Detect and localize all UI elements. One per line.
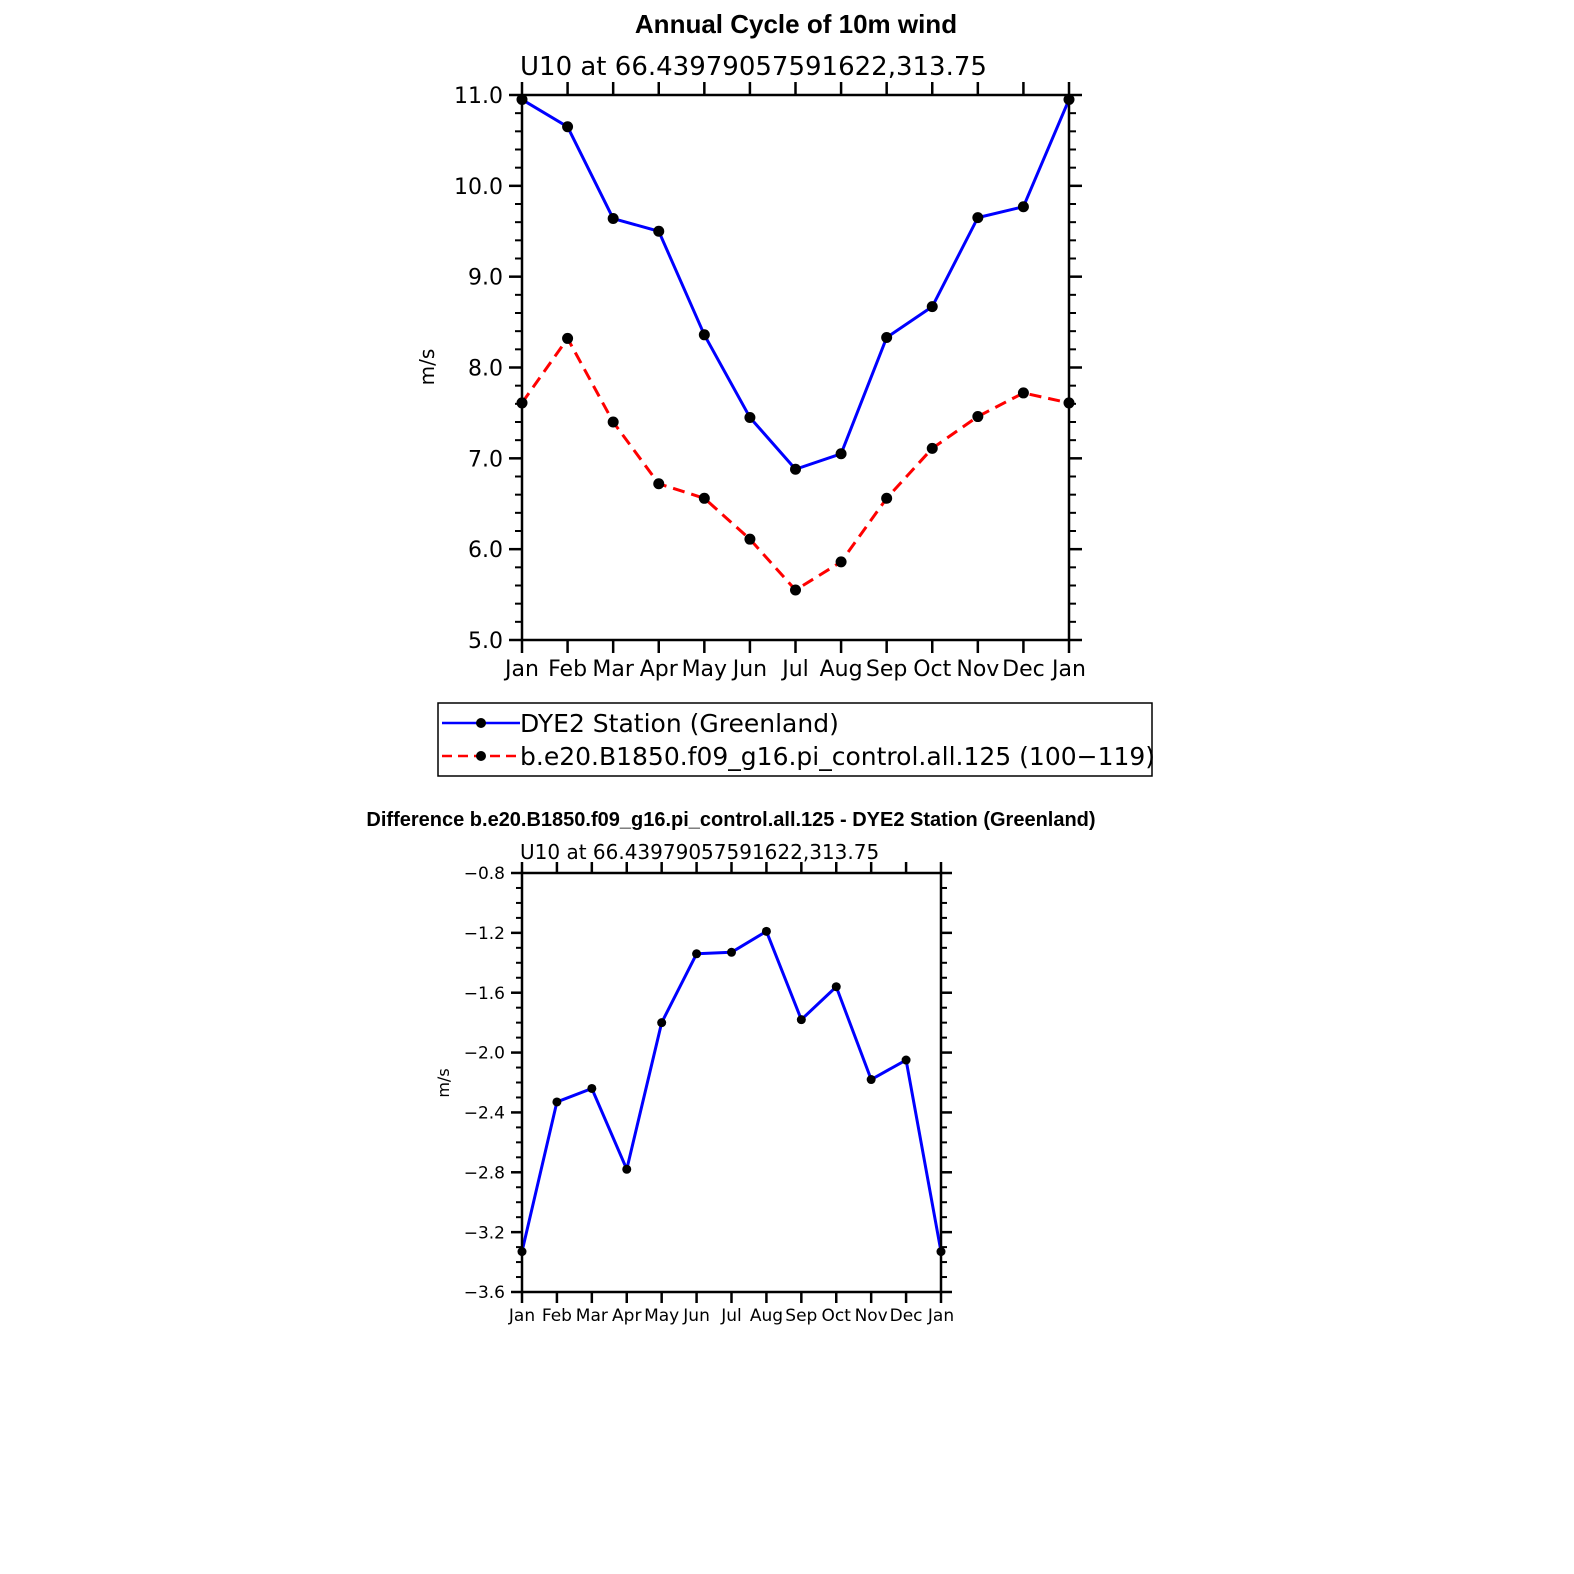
chart1-ytick-label: 8.0 bbox=[468, 356, 503, 381]
chart1-xtick-label: Mar bbox=[592, 657, 634, 682]
chart1-series-0-point bbox=[653, 225, 665, 237]
chart2-subtitle: U10 at 66.43979057591622,313.75 bbox=[520, 840, 879, 864]
chart1-series-1-point bbox=[607, 416, 619, 428]
chart1-series-0-point bbox=[972, 212, 984, 224]
chart2-series-0-point bbox=[727, 947, 736, 957]
annual-cycle-chart: Annual Cycle of 10m wind U10 at 66.43979… bbox=[415, 9, 1155, 777]
chart1-series-0-point bbox=[790, 463, 801, 475]
legend-marker-dye2 bbox=[476, 718, 486, 728]
chart2-series bbox=[517, 926, 946, 1257]
chart1-xtick-label: Jan bbox=[1050, 657, 1086, 682]
legend-box bbox=[437, 702, 1153, 777]
chart2-series-0-point bbox=[831, 982, 841, 992]
chart2-ytick-label: −2.0 bbox=[464, 1044, 505, 1064]
chart1-xtick-label: Oct bbox=[913, 657, 951, 682]
chart1-xtick-label: Jun bbox=[731, 657, 767, 682]
chart1-xtick-label: Apr bbox=[640, 657, 679, 682]
chart1-ytick-label: 11.0 bbox=[454, 84, 503, 109]
chart2-ytick-label: −2.4 bbox=[464, 1104, 505, 1124]
chart2-ytick-label: −3.6 bbox=[464, 1283, 505, 1303]
chart2-xtick-label: Aug bbox=[750, 1306, 783, 1326]
chart1-ytick-label: 9.0 bbox=[468, 266, 503, 291]
chart1-xtick-label: Nov bbox=[956, 657, 999, 682]
chart1-series-1-point bbox=[653, 478, 665, 490]
chart2-title: Difference b.e20.B1850.f09_g16.pi_contro… bbox=[366, 809, 1095, 831]
chart2-xtick-label: Jan bbox=[508, 1306, 535, 1326]
legend-marker-model bbox=[476, 751, 486, 761]
chart2-series-line-0 bbox=[520, 929, 943, 1252]
chart1-series-1-point bbox=[698, 492, 710, 504]
chart1-series-line-0 bbox=[521, 98, 1071, 471]
chart2-xtick-label: Apr bbox=[612, 1306, 641, 1326]
chart2-series-0-point bbox=[761, 926, 771, 936]
chart1-subtitle: U10 at 66.43979057591622,313.75 bbox=[520, 52, 987, 82]
chart1-series-0-point bbox=[607, 213, 619, 225]
difference-chart: Difference b.e20.B1850.f09_g16.pi_contro… bbox=[366, 809, 1095, 1326]
chart2-ylabel: m/s bbox=[434, 1068, 453, 1097]
chart1-series-1-point bbox=[972, 411, 984, 423]
chart1-series-1-point bbox=[562, 332, 574, 344]
legend-label-model: b.e20.B1850.f09_g16.pi_control.all.125 (… bbox=[520, 742, 1155, 771]
chart1-xtick-label: Jul bbox=[780, 657, 809, 682]
chart2-ytick-label: −3.2 bbox=[464, 1223, 505, 1243]
chart1-ytick-label: 6.0 bbox=[468, 538, 503, 563]
chart1-xtick-label: Sep bbox=[866, 657, 907, 682]
chart1-series-1-point bbox=[835, 556, 847, 568]
chart2-ytick-label: −1.6 bbox=[464, 984, 505, 1004]
chart2-series-0-point bbox=[552, 1097, 562, 1107]
chart2-series-0-point bbox=[657, 1018, 667, 1028]
chart2-series-0-point bbox=[866, 1075, 876, 1085]
chart2-xtick-label: Feb bbox=[542, 1306, 572, 1326]
chart1-series-0-point bbox=[835, 448, 847, 460]
chart1-series bbox=[516, 94, 1075, 596]
chart1-xtick-label: Aug bbox=[820, 657, 863, 682]
chart1-xtick-label: Feb bbox=[548, 657, 587, 682]
chart2-xtick-label: May bbox=[644, 1306, 679, 1326]
chart1-series-0-point bbox=[1017, 201, 1029, 213]
chart1-xtick-label: Dec bbox=[1002, 657, 1045, 682]
chart1-series-0-point bbox=[698, 329, 710, 341]
chart1-series-1-point bbox=[881, 492, 893, 504]
chart2-ytick-label: −1.2 bbox=[464, 924, 505, 944]
chart1-series-0-point bbox=[881, 332, 893, 344]
chart2-xtick-label: Oct bbox=[822, 1306, 852, 1326]
chart1-title: Annual Cycle of 10m wind bbox=[635, 9, 957, 39]
legend-label-dye2: DYE2 Station (Greenland) bbox=[520, 709, 839, 738]
chart1-ytick-label: 5.0 bbox=[468, 629, 503, 654]
chart2-xtick-label: Jul bbox=[720, 1306, 742, 1326]
chart2-ytick-label: −2.8 bbox=[464, 1163, 505, 1183]
chart2-series-0-point bbox=[587, 1083, 597, 1093]
chart1-series-1-point bbox=[926, 442, 938, 454]
chart1-series-0-point bbox=[562, 121, 574, 133]
chart2-xtick-label: Sep bbox=[785, 1306, 817, 1326]
chart1-legend: DYE2 Station (Greenland) b.e20.B1850.f09… bbox=[437, 702, 1155, 777]
chart2-series-0-point bbox=[901, 1055, 911, 1065]
chart1-series-0-point bbox=[744, 411, 756, 423]
chart2-xtick-label: Dec bbox=[890, 1306, 923, 1326]
chart2-xtick-label: Jan bbox=[927, 1306, 954, 1326]
chart1-xtick-label: Jan bbox=[503, 657, 539, 682]
chart1-xtick-label: May bbox=[682, 657, 727, 682]
chart2-xtick-label: Jun bbox=[682, 1306, 710, 1326]
chart1-ytick-label: 7.0 bbox=[468, 447, 503, 472]
chart2-ytick-label: −0.8 bbox=[464, 864, 505, 884]
chart2-series-0-point bbox=[796, 1015, 806, 1025]
chart1-series-1-point bbox=[790, 584, 801, 596]
chart2-xtick-label: Mar bbox=[576, 1306, 608, 1326]
chart2-series-0-point bbox=[692, 949, 702, 959]
chart2-series-0-point bbox=[622, 1164, 632, 1174]
chart2-xtick-label: Nov bbox=[855, 1306, 888, 1326]
chart2-plot-frame bbox=[520, 871, 943, 1294]
chart1-ytick-label: 10.0 bbox=[454, 175, 503, 200]
chart1-series-0-point bbox=[926, 301, 938, 313]
chart1-series-1-point bbox=[744, 533, 756, 545]
chart1-ylabel: m/s bbox=[415, 349, 439, 386]
chart1-plot-frame bbox=[520, 93, 1071, 642]
chart1-series-1-point bbox=[1017, 387, 1029, 399]
